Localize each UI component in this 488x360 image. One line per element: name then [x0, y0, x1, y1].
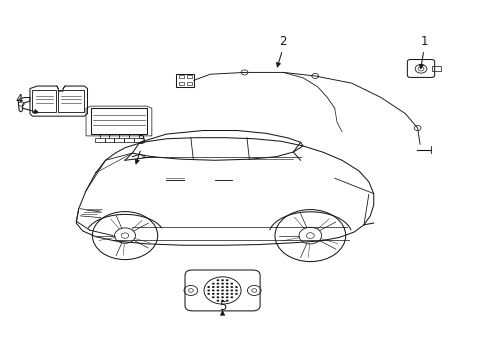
Circle shape — [211, 283, 214, 285]
Text: 1: 1 — [419, 35, 427, 48]
Circle shape — [225, 289, 228, 292]
Circle shape — [235, 289, 237, 292]
Circle shape — [225, 300, 228, 302]
Circle shape — [221, 300, 224, 302]
Circle shape — [225, 293, 228, 295]
Circle shape — [221, 279, 224, 281]
Circle shape — [225, 283, 228, 285]
Circle shape — [207, 293, 210, 295]
Circle shape — [221, 289, 224, 292]
Circle shape — [230, 293, 233, 295]
Circle shape — [225, 279, 228, 281]
Circle shape — [216, 286, 219, 288]
Circle shape — [235, 286, 237, 288]
Circle shape — [221, 293, 224, 295]
Circle shape — [211, 296, 214, 298]
Circle shape — [207, 286, 210, 288]
Text: 3: 3 — [137, 134, 144, 147]
Circle shape — [211, 286, 214, 288]
Circle shape — [230, 296, 233, 298]
Text: 4: 4 — [16, 93, 23, 106]
Circle shape — [211, 293, 214, 295]
Circle shape — [221, 296, 224, 298]
Circle shape — [225, 286, 228, 288]
Circle shape — [221, 283, 224, 285]
Circle shape — [216, 289, 219, 292]
Circle shape — [230, 289, 233, 292]
Circle shape — [235, 293, 237, 295]
Circle shape — [221, 286, 224, 288]
Circle shape — [230, 286, 233, 288]
Circle shape — [211, 289, 214, 292]
Circle shape — [216, 279, 219, 281]
Circle shape — [216, 296, 219, 298]
Circle shape — [216, 283, 219, 285]
Circle shape — [216, 300, 219, 302]
Circle shape — [225, 296, 228, 298]
Text: 5: 5 — [219, 300, 226, 313]
Circle shape — [230, 283, 233, 285]
Circle shape — [207, 289, 210, 292]
Text: 2: 2 — [278, 35, 285, 48]
Circle shape — [216, 293, 219, 295]
